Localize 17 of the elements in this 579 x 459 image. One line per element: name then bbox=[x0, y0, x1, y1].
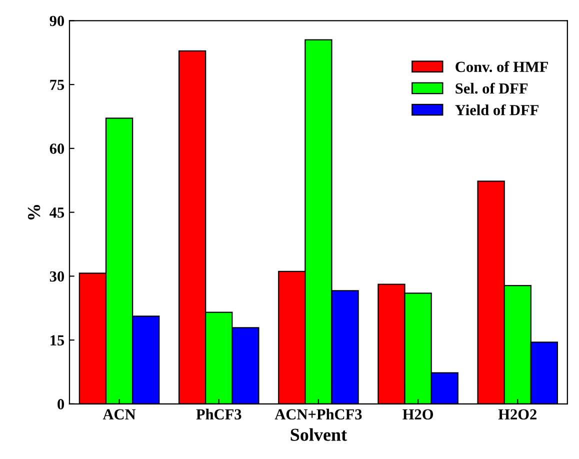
x-tick-label: PhCF3 bbox=[196, 408, 242, 420]
y-tick-label: 90 bbox=[50, 16, 64, 26]
x-tick-label: ACN+PhCF3 bbox=[274, 408, 362, 420]
x-tick-label: H2O2 bbox=[498, 409, 536, 420]
x-tick-label: H2O bbox=[402, 409, 433, 420]
y-tick-label: 15 bbox=[50, 335, 64, 346]
y-tick-label: 75 bbox=[50, 80, 64, 90]
y-tick-label: 45 bbox=[50, 208, 64, 218]
x-axis-title: Solvent bbox=[290, 428, 347, 441]
legend-label: Sel. of DFF bbox=[456, 82, 528, 94]
y-tick-label: 60 bbox=[50, 144, 64, 154]
y-tick-label: 30 bbox=[50, 271, 64, 282]
legend-label: Conv. of HMF bbox=[456, 61, 548, 72]
x-tick-label: ACN bbox=[102, 409, 136, 420]
y-axis-title: % bbox=[28, 204, 40, 220]
legend-label: Yield of DFF bbox=[455, 104, 538, 116]
y-tick-label: 0 bbox=[58, 399, 64, 410]
